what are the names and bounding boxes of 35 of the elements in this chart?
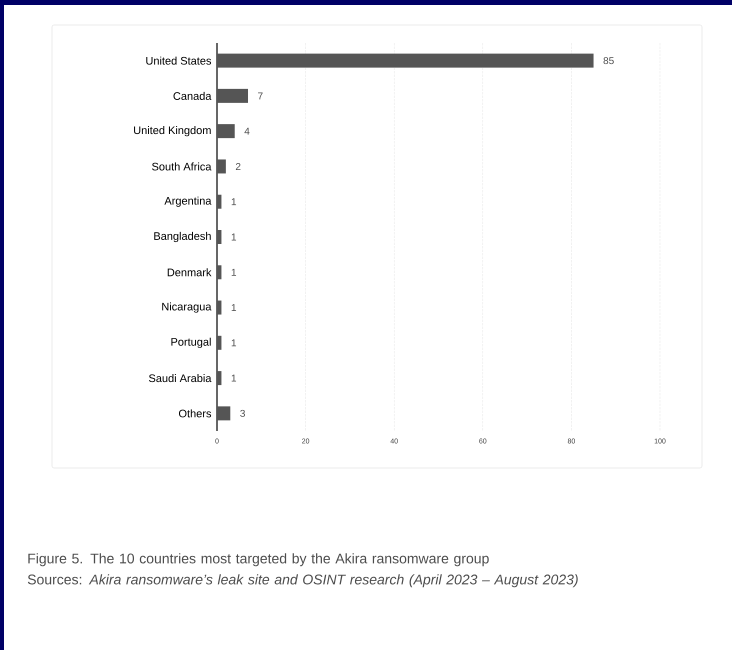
bar — [217, 124, 235, 138]
y-tick-label: Portugal — [171, 338, 211, 348]
caption: Figure 5. The 10 countries most targeted by the Akira ransomware group — [28, 553, 489, 566]
bar — [217, 159, 226, 174]
y-tick-label: Argentina — [164, 196, 212, 207]
data-label: 1 — [232, 268, 236, 276]
bar — [217, 406, 230, 420]
data-label: 1 — [232, 374, 236, 382]
bar — [217, 194, 222, 209]
y-tick-label: Nicaragua — [162, 302, 212, 313]
bar — [217, 371, 222, 386]
source-note: Sources: Akira ransomware’s leak site and OSINT research (April 2023 – August 2023) — [28, 574, 578, 588]
data-label: 4 — [244, 128, 250, 135]
y-tick-label: South Africa — [152, 162, 212, 170]
data-label: 7 — [258, 92, 263, 100]
data-label: 1 — [232, 304, 236, 311]
bar — [217, 265, 222, 280]
y-tick-label: Denmark — [168, 268, 212, 276]
y-tick-label: Bangladesh — [154, 232, 211, 242]
bar — [217, 88, 248, 103]
y-tick-label: Saudi Arabia — [148, 374, 212, 382]
bar — [217, 300, 222, 315]
bar — [217, 336, 222, 350]
y-tick-label: United Kingdom — [134, 126, 211, 136]
data-label: 3 — [240, 410, 245, 417]
bar — [217, 54, 594, 68]
y-tick-label: Canada — [174, 92, 212, 100]
data-label: 85 — [604, 57, 614, 64]
bar — [217, 230, 222, 244]
y-tick-label: Others — [178, 409, 212, 418]
y-tick-label: United States — [146, 56, 212, 65]
data-label: 1 — [232, 339, 236, 346]
data-label: 1 — [232, 234, 236, 240]
data-label: 2 — [236, 162, 240, 170]
data-label: 1 — [232, 198, 236, 206]
